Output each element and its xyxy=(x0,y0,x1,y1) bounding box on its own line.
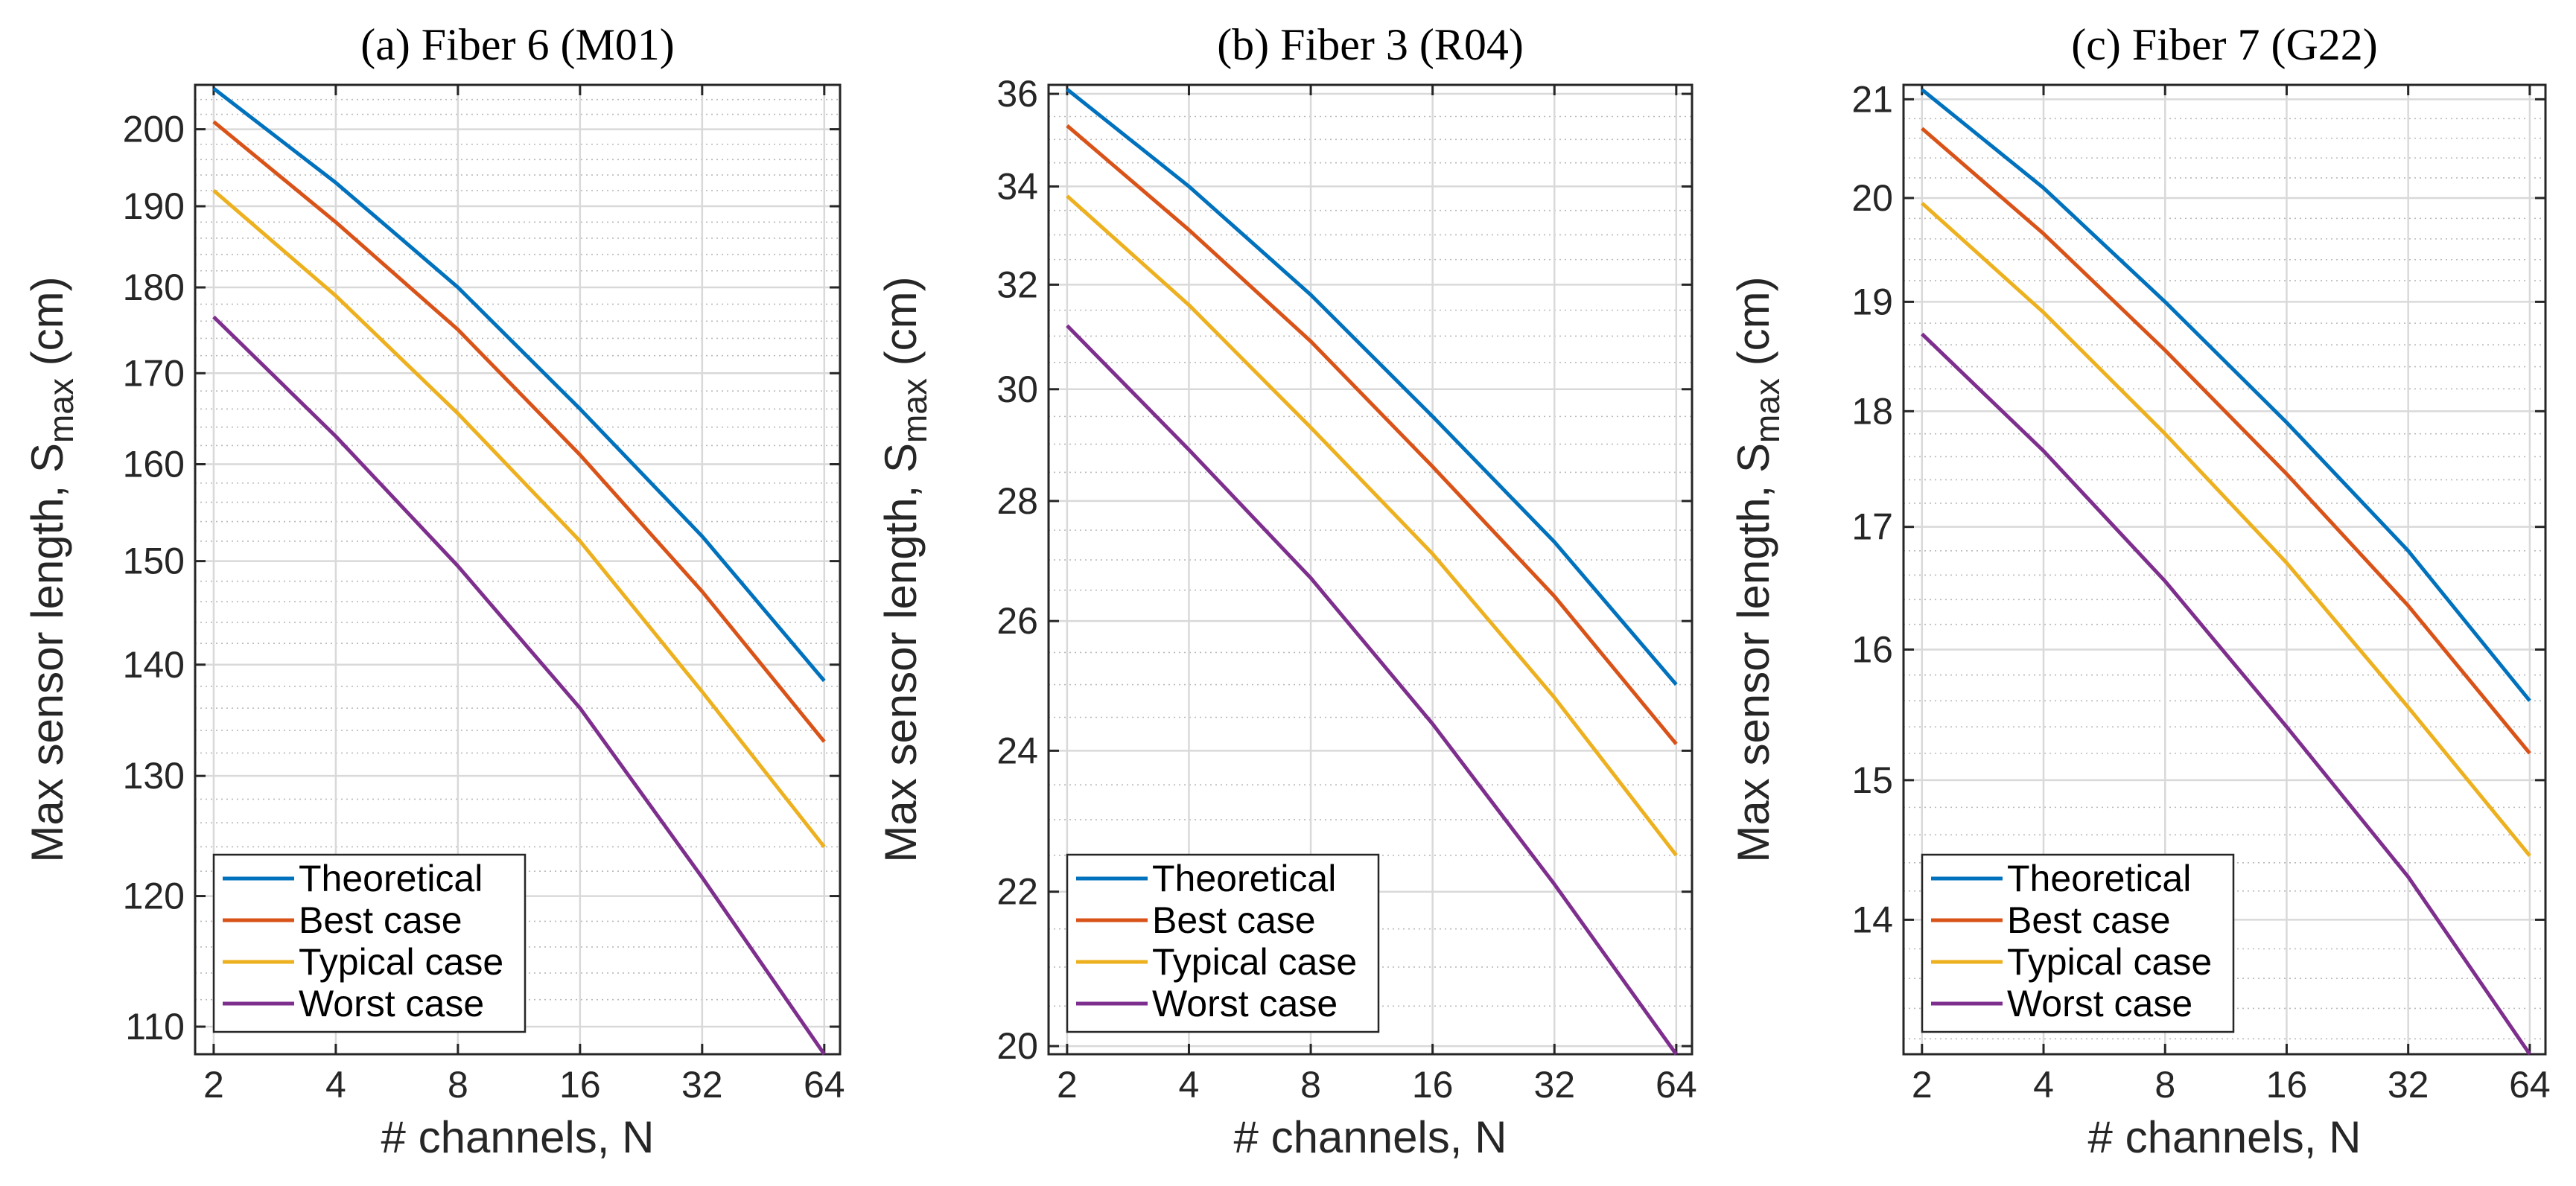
y-tick-label: 24 xyxy=(996,730,1038,771)
series-line-typical-case xyxy=(212,189,826,849)
ticks: 110 120 130 140 150 160 170 180 190 200 2 4 8 16 32 64 xyxy=(123,85,845,1106)
x-tick-label: 32 xyxy=(2388,1064,2429,1106)
x-tick-label: 8 xyxy=(2154,1064,2175,1106)
series-line-theoretical xyxy=(1921,88,2531,702)
x-tick-label: 4 xyxy=(325,1064,346,1106)
series-line-typical-case xyxy=(1921,201,2531,857)
y-tick-label: 160 xyxy=(123,444,185,485)
x-tick-label: 32 xyxy=(681,1064,723,1106)
y-tick-label: 36 xyxy=(996,73,1038,115)
panel-title: (b) Fiber 3 (R04) xyxy=(1217,20,1524,69)
legend-label: Worst case xyxy=(1152,983,1338,1024)
x-tick-label: 32 xyxy=(1533,1064,1575,1106)
legend-label: Worst case xyxy=(299,983,484,1024)
legend-label: Best case xyxy=(2007,899,2171,941)
x-tick-label: 2 xyxy=(203,1064,224,1106)
series-line-best-case xyxy=(1066,124,1678,745)
y-tick-label: 110 xyxy=(125,1006,185,1048)
panel-title: (a) Fiber 6 (M01) xyxy=(360,20,675,69)
legend-label: Typical case xyxy=(2007,941,2212,983)
legend-label: Typical case xyxy=(1152,941,1357,983)
ticks: 14 15 16 17 18 19 20 21 2 4 8 16 32 64 xyxy=(1851,78,2550,1106)
legend-label: Worst case xyxy=(2007,983,2192,1024)
y-tick-label: 28 xyxy=(996,480,1038,522)
series-line-worst-case xyxy=(1066,324,1678,1056)
y-tick-label: 34 xyxy=(996,165,1038,207)
y-tick-label: 32 xyxy=(996,264,1038,305)
legend-label: Theoretical xyxy=(1152,858,1336,899)
x-tick-label: 64 xyxy=(804,1064,845,1106)
y-axis-label: Max sensor length, Smax (cm) xyxy=(876,276,934,862)
series-line-theoretical xyxy=(212,86,826,683)
x-axis-label: # channels, N xyxy=(381,1112,655,1162)
y-tick-label: 170 xyxy=(123,352,185,394)
x-axis-label: # channels, N xyxy=(2088,1112,2362,1162)
x-tick-label: 16 xyxy=(1412,1064,1454,1106)
x-tick-label: 4 xyxy=(1179,1064,1200,1106)
y-tick-label: 130 xyxy=(123,755,185,797)
x-tick-label: 16 xyxy=(559,1064,601,1106)
y-tick-label: 150 xyxy=(123,541,185,582)
y-tick-label: 17 xyxy=(1851,506,1893,548)
panel-title: (c) Fiber 7 (G22) xyxy=(2071,20,2378,69)
y-tick-label: 20 xyxy=(996,1025,1038,1067)
series xyxy=(1066,88,1678,1056)
y-tick-label: 15 xyxy=(1851,759,1893,801)
y-tick-label: 200 xyxy=(123,109,185,150)
y-tick-label: 20 xyxy=(1851,177,1893,219)
x-tick-label: 8 xyxy=(1300,1064,1321,1106)
legend-label: Best case xyxy=(299,899,462,941)
y-tick-label: 19 xyxy=(1851,281,1893,322)
y-tick-label: 21 xyxy=(1851,78,1893,120)
series-line-best-case xyxy=(1921,127,2531,755)
grid xyxy=(1049,85,1692,1054)
y-tick-label: 140 xyxy=(123,644,185,686)
x-tick-label: 64 xyxy=(1656,1064,1697,1106)
grid xyxy=(195,84,840,1055)
y-tick-label: 18 xyxy=(1851,390,1893,432)
series-line-worst-case xyxy=(212,315,826,1056)
y-tick-label: 22 xyxy=(996,871,1038,913)
y-tick-label: 180 xyxy=(123,267,185,308)
legend-label: Typical case xyxy=(299,941,503,983)
y-tick-label: 26 xyxy=(996,600,1038,642)
series-line-best-case xyxy=(212,120,826,743)
panel-1: 110 120 130 140 150 160 170 180 190 200 2 4 8 16 32 64 T… xyxy=(22,20,845,1162)
series-line-typical-case xyxy=(1066,194,1678,857)
y-tick-label: 14 xyxy=(1851,899,1893,940)
y-tick-label: 30 xyxy=(996,369,1038,410)
panel-3: 14 15 16 17 18 19 20 21 2 4 8 16 32 64 TheoreticalBest… xyxy=(1729,20,2551,1162)
y-axis-label: Max sensor length, Smax (cm) xyxy=(1729,276,1787,862)
x-axis-label: # channels, N xyxy=(1234,1112,1507,1162)
y-tick-label: 120 xyxy=(123,876,185,917)
series-line-worst-case xyxy=(1921,332,2531,1056)
axes-box xyxy=(1902,83,2547,1056)
series xyxy=(1921,88,2531,1056)
x-tick-label: 4 xyxy=(2033,1064,2054,1106)
series-line-theoretical xyxy=(1066,88,1678,686)
axes-box xyxy=(194,83,842,1056)
x-tick-label: 64 xyxy=(2509,1064,2551,1106)
y-tick-label: 190 xyxy=(123,185,185,227)
x-tick-label: 2 xyxy=(1912,1064,1933,1106)
legend-label: Theoretical xyxy=(299,858,483,899)
y-axis-label: Max sensor length, Smax (cm) xyxy=(22,276,80,862)
legend-label: Best case xyxy=(1152,899,1316,941)
y-tick-label: 16 xyxy=(1851,628,1893,670)
x-tick-label: 8 xyxy=(448,1064,468,1106)
x-tick-label: 16 xyxy=(2266,1064,2308,1106)
axes-box xyxy=(1047,83,1694,1056)
x-tick-label: 2 xyxy=(1057,1064,1078,1106)
series xyxy=(212,86,826,1056)
legend-label: Theoretical xyxy=(2007,858,2191,899)
